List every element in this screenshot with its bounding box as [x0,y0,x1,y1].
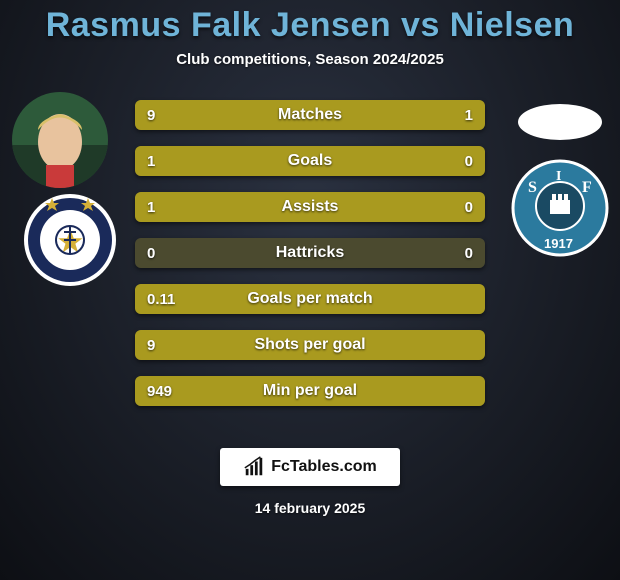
svg-text:1917: 1917 [544,236,573,251]
stat-label: Shots per goal [135,330,485,360]
right-club-badge: S F I 1917 [510,158,610,258]
footer-logo: FcTables.com [220,448,400,486]
comparison-content: S F I 1917 Matches91Goals10Assists10Hatt… [0,100,620,430]
left-club-badge [22,192,118,288]
chart-icon [243,456,265,478]
svg-text:F: F [582,179,592,196]
stat-value-right: 0 [453,238,485,268]
stat-value-left: 1 [135,192,167,222]
stat-row: Assists1 0 [135,192,485,222]
stat-row: Goals1 0 [135,146,485,176]
stat-row: Min per goal949 [135,376,485,406]
stat-row: Hattricks0 0 [135,238,485,268]
stat-label: Matches [135,100,485,130]
footer-logo-text: FcTables.com [271,458,377,476]
stat-label: Goals per match [135,284,485,314]
left-player-column [0,100,120,430]
right-player-avatar [510,100,610,150]
stat-row: Goals per match0.11 [135,284,485,314]
stat-value-right: 0 [453,146,485,176]
page-title: Rasmus Falk Jensen vs Nielsen [0,0,620,45]
stat-value-right [461,330,485,360]
stat-row: Matches9 1 [135,100,485,130]
footer-date: 14 february 2025 [0,500,620,516]
stat-value-left: 9 [135,330,167,360]
stat-label: Goals [135,146,485,176]
svg-text:S: S [528,179,537,196]
left-player-avatar [10,90,110,190]
stat-label: Assists [135,192,485,222]
stat-value-right: 0 [453,192,485,222]
stat-value-right [461,376,485,406]
right-player-column: S F I 1917 [500,100,620,430]
stat-value-left: 1 [135,146,167,176]
stat-value-left: 0 [135,238,167,268]
stat-bars: Matches91Goals10Assists10Hattricks00Goal… [135,100,485,422]
svg-text:I: I [556,169,561,184]
stat-value-right: 1 [453,100,485,130]
stat-label: Min per goal [135,376,485,406]
stat-row: Shots per goal9 [135,330,485,360]
stat-label: Hattricks [135,238,485,268]
stat-value-left: 949 [135,376,184,406]
stat-value-right [461,284,485,314]
stat-value-left: 0.11 [135,284,187,314]
page-subtitle: Club competitions, Season 2024/2025 [0,51,620,68]
stat-value-left: 9 [135,100,167,130]
